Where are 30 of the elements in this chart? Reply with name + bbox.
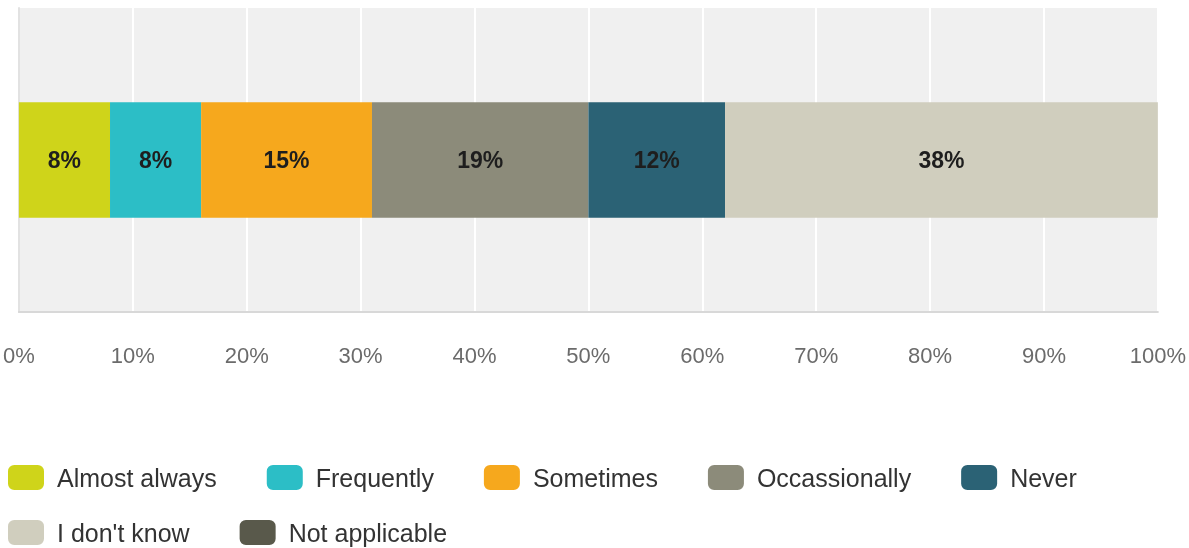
data-label: 8% [47, 147, 82, 173]
x-tick-label: 90% [1021, 342, 1066, 368]
data-label: 8% [138, 147, 173, 173]
x-tick-label: 70% [794, 342, 839, 368]
x-tick-label: 60% [680, 342, 725, 368]
legend-label: Not applicable [288, 518, 448, 547]
data-label: 15% [263, 147, 310, 173]
bar [110, 102, 202, 218]
data-label: 12% [633, 147, 680, 173]
legend-label: Occassionally [756, 463, 912, 492]
x-tick-label: 10% [110, 342, 155, 368]
bar [201, 102, 372, 218]
legend-label: Frequently [315, 463, 435, 492]
data-label: 38% [918, 147, 965, 173]
x-tick-label: 80% [908, 342, 953, 368]
x-tick-label: 30% [338, 342, 383, 368]
x-tick-label: 40% [452, 342, 497, 368]
bar [588, 102, 726, 218]
legend-label: Never [1010, 463, 1077, 492]
legend-label: Sometimes [532, 463, 658, 492]
legend-label: I don't know [57, 518, 191, 547]
x-tick-label: 100% [1129, 342, 1187, 368]
x-tick-label: 0% [3, 342, 35, 368]
x-tick-label: 20% [224, 342, 269, 368]
legend-label: Almost always [57, 463, 217, 492]
bar [371, 102, 589, 218]
x-tick-label: 50% [566, 342, 611, 368]
data-label: 19% [457, 147, 504, 173]
bar [725, 102, 1158, 218]
bar [18, 102, 111, 218]
